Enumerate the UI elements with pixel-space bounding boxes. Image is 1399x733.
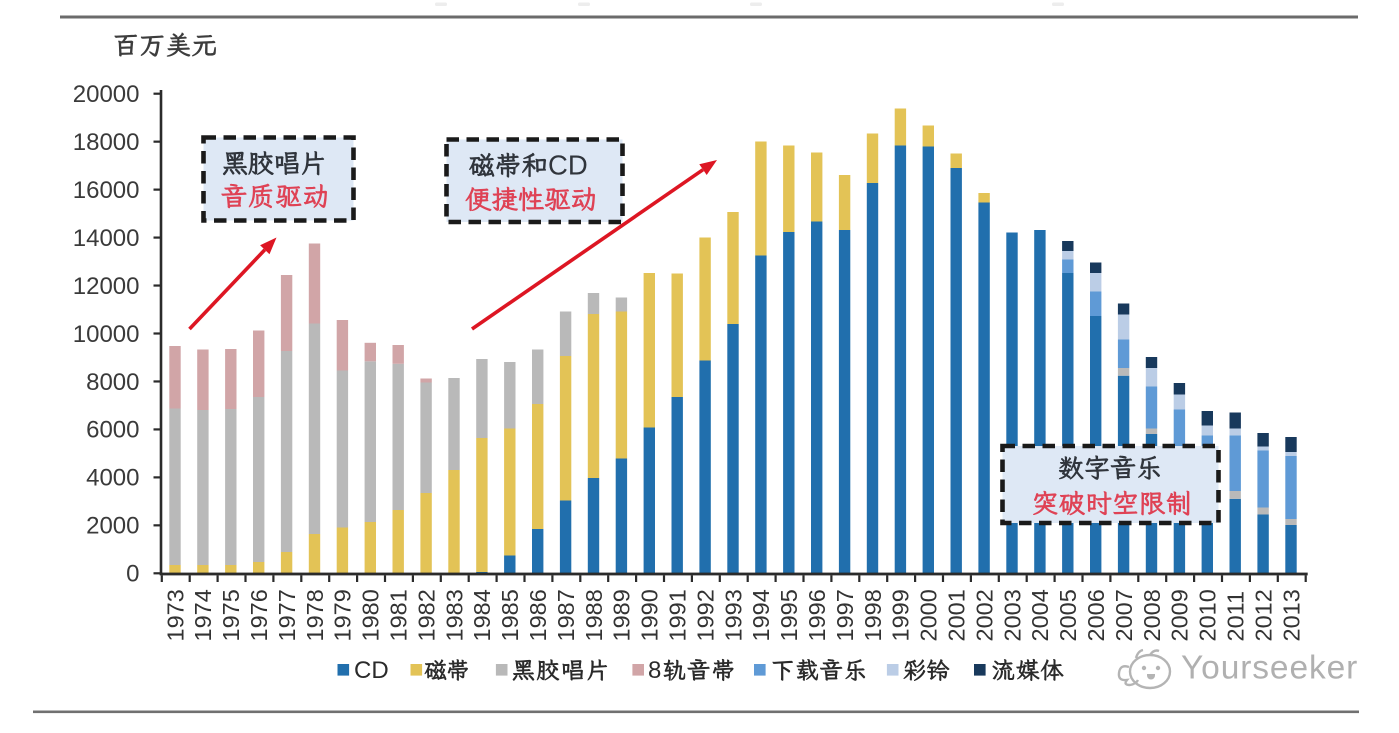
svg-text:1989: 1989 — [609, 589, 635, 641]
svg-text:1977: 1977 — [274, 589, 300, 641]
svg-text:1995: 1995 — [776, 589, 802, 641]
svg-text:0: 0 — [126, 561, 139, 588]
svg-text:1980: 1980 — [358, 589, 384, 641]
svg-text:1988: 1988 — [581, 589, 607, 641]
svg-text:2009: 2009 — [1167, 589, 1193, 641]
svg-text:1990: 1990 — [637, 589, 663, 641]
svg-text:4000: 4000 — [86, 465, 139, 492]
svg-text:1998: 1998 — [860, 589, 886, 641]
svg-text:2007: 2007 — [1111, 589, 1137, 641]
svg-text:1987: 1987 — [553, 589, 579, 641]
svg-text:1976: 1976 — [246, 589, 272, 641]
svg-text:6000: 6000 — [86, 417, 139, 444]
svg-text:14000: 14000 — [73, 225, 140, 252]
svg-text:12000: 12000 — [73, 273, 140, 300]
svg-text:2000: 2000 — [916, 589, 942, 641]
svg-text:2003: 2003 — [999, 589, 1025, 641]
svg-text:1979: 1979 — [330, 589, 356, 641]
svg-text:1973: 1973 — [162, 589, 188, 641]
svg-text:1978: 1978 — [302, 589, 328, 641]
svg-text:10000: 10000 — [73, 321, 140, 348]
svg-text:16000: 16000 — [73, 177, 140, 204]
svg-text:2002: 2002 — [971, 589, 997, 641]
svg-text:CD: CD — [548, 150, 588, 181]
svg-text:1993: 1993 — [720, 589, 746, 641]
svg-text:2000: 2000 — [86, 513, 139, 540]
svg-text:2006: 2006 — [1083, 589, 1109, 641]
svg-text:Yourseeker: Yourseeker — [1181, 650, 1358, 687]
svg-text:1991: 1991 — [665, 589, 691, 641]
svg-text:2010: 2010 — [1195, 589, 1221, 641]
svg-text:1982: 1982 — [413, 589, 439, 641]
svg-text:2013: 2013 — [1278, 589, 1304, 641]
svg-text:1984: 1984 — [469, 589, 495, 641]
svg-text:2008: 2008 — [1139, 589, 1165, 641]
svg-text:CD: CD — [354, 657, 389, 684]
svg-text:1997: 1997 — [832, 589, 858, 641]
svg-text:20000: 20000 — [73, 81, 140, 108]
svg-text:8000: 8000 — [86, 369, 139, 396]
svg-text:2012: 2012 — [1250, 589, 1276, 641]
svg-text:8: 8 — [648, 657, 661, 684]
svg-text:1981: 1981 — [386, 589, 412, 641]
svg-text:1999: 1999 — [888, 589, 914, 641]
svg-text:1992: 1992 — [692, 589, 718, 641]
svg-text:2011: 2011 — [1223, 591, 1249, 642]
svg-text:1985: 1985 — [497, 589, 523, 641]
svg-text:2001: 2001 — [944, 589, 970, 641]
svg-text:1994: 1994 — [748, 589, 774, 641]
svg-text:1986: 1986 — [525, 589, 551, 641]
svg-text:1996: 1996 — [804, 589, 830, 641]
svg-text:1983: 1983 — [441, 589, 467, 641]
svg-text:2004: 2004 — [1027, 589, 1053, 641]
svg-text:1974: 1974 — [190, 589, 216, 641]
svg-text:18000: 18000 — [73, 129, 140, 156]
svg-text:1975: 1975 — [218, 589, 244, 641]
svg-text:2005: 2005 — [1055, 589, 1081, 641]
